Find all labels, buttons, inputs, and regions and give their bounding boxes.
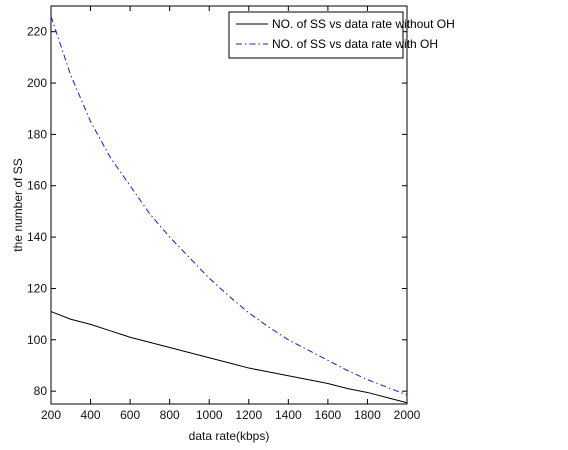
series-lines [50, 16, 408, 404]
y-axis-ticks: 80 100 120 140 160 180 200 220 [27, 25, 407, 398]
x-tick-label: 1000 [196, 408, 223, 422]
series-line-without-oh [50, 311, 408, 404]
y-tick-label: 140 [27, 230, 47, 244]
series-line-with-oh [50, 16, 408, 396]
y-axis-label: the number of SS [11, 158, 25, 251]
x-tick-label: 200 [41, 408, 61, 422]
y-tick-label: 120 [27, 281, 47, 295]
x-tick-label: 800 [160, 408, 180, 422]
x-tick-label: 1800 [354, 408, 381, 422]
legend-box [228, 11, 404, 59]
x-tick-label: 1400 [275, 408, 302, 422]
y-tick-label: 200 [27, 76, 47, 90]
x-tick-label: 400 [81, 408, 101, 422]
legend: NO. of SS vs data rate without OH NO. of… [228, 11, 455, 59]
x-tick-label: 2000 [394, 408, 421, 422]
y-tick-label: 220 [27, 25, 47, 39]
x-tick-label: 1600 [315, 408, 342, 422]
y-tick-label: 100 [27, 333, 47, 347]
plot-area [50, 5, 408, 405]
x-axis-label: data rate(kbps) [189, 429, 270, 443]
x-axis-ticks: 200 400 600 800 1000 1200 1400 1600 1800 2000 [41, 6, 421, 422]
x-tick-label: 1200 [235, 408, 262, 422]
legend-label-without-oh: NO. of SS vs data rate without OH [272, 17, 455, 31]
x-tick-label: 600 [120, 408, 140, 422]
legend-label-with-oh: NO. of SS vs data rate with OH [272, 37, 438, 51]
y-tick-label: 80 [34, 384, 48, 398]
y-tick-label: 160 [27, 179, 47, 193]
y-tick-label: 180 [27, 127, 47, 141]
